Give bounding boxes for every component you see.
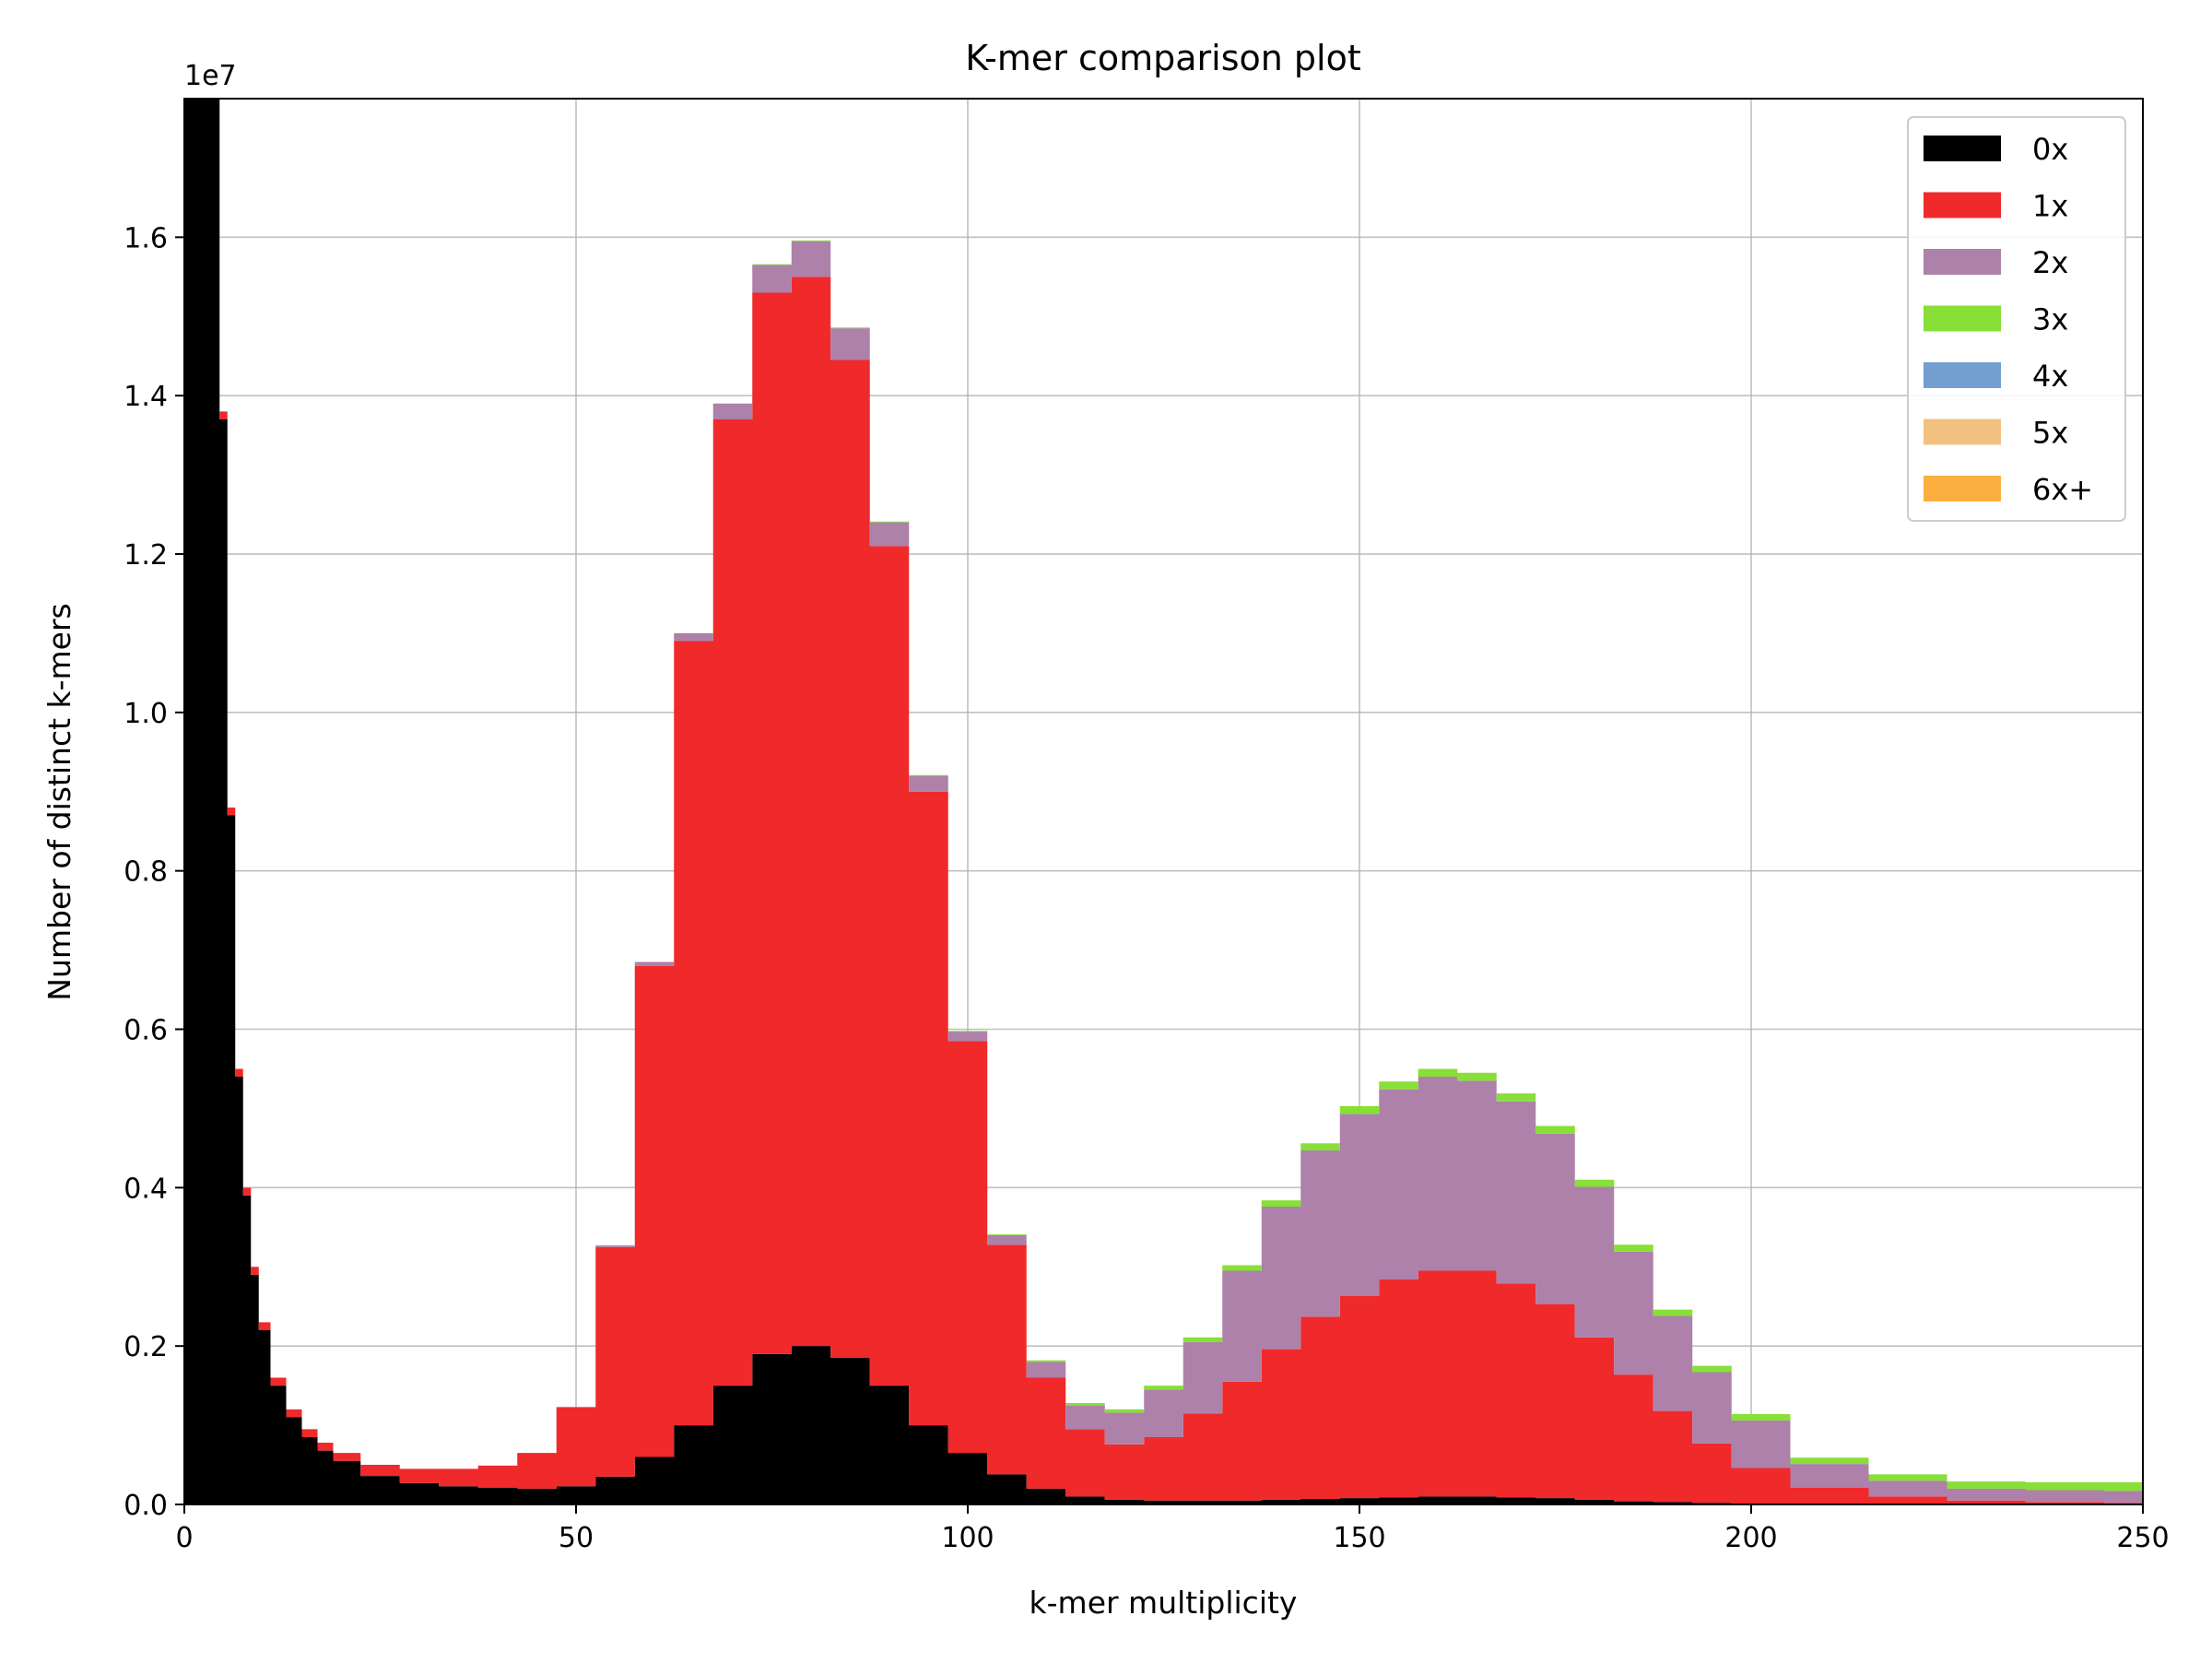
y-tick-label: 0.6 <box>124 1015 168 1047</box>
legend-label-3x: 3x <box>2032 302 2068 337</box>
chart-title: K-mer comparison plot <box>965 38 1361 78</box>
legend-label-5x: 5x <box>2032 416 2068 451</box>
y-axis: 0.0 0.2 0.4 0.6 0.8 1.0 1.2 1.4 1.6 <box>124 222 184 1522</box>
y-tick-label: 1.2 <box>124 539 168 572</box>
grid <box>184 99 2143 1504</box>
x-tick-label: 150 <box>1333 1522 1385 1554</box>
x-axis: 0 50 100 150 200 250 <box>175 1504 2170 1554</box>
x-tick-label: 250 <box>2116 1522 2169 1554</box>
x-tick-label: 0 <box>175 1522 193 1554</box>
y-tick-label: 1.6 <box>124 222 168 254</box>
x-tick-label: 200 <box>1724 1522 1777 1554</box>
y-tick-label: 1.0 <box>124 698 168 730</box>
legend-swatch-5x <box>1924 419 2001 445</box>
plot-frame <box>183 98 2144 1505</box>
y-tick-label: 0.0 <box>124 1490 168 1522</box>
legend-label-4x: 4x <box>2032 359 2068 394</box>
plot-area <box>184 99 2143 1504</box>
x-tick-label: 100 <box>941 1522 994 1554</box>
y-tick-label: 0.8 <box>124 856 168 889</box>
legend-swatch-2x <box>1924 249 2001 275</box>
legend-swatch-3x <box>1924 305 2001 332</box>
y-tick-label: 0.2 <box>124 1331 168 1363</box>
y-tick-label: 1.4 <box>124 381 168 413</box>
legend: 0x 1x 2x 3x 4x 5x 6x+ <box>1907 116 2126 522</box>
legend-swatch-0x <box>1924 136 2001 161</box>
legend-label-6xplus: 6x+ <box>2032 472 2093 507</box>
legend-swatch-6xplus <box>1924 476 2001 501</box>
legend-swatch-1x <box>1924 192 2001 218</box>
legend-swatch-4x <box>1924 362 2001 388</box>
series-area-1x <box>184 99 2143 1504</box>
y-scale-offset: 1e7 <box>184 60 237 92</box>
series-layer <box>184 99 2143 1504</box>
legend-items: 0x 1x 2x 3x 4x 5x 6x+ <box>1924 132 2093 507</box>
legend-label-2x: 2x <box>2032 245 2068 280</box>
y-tick-label: 0.4 <box>124 1173 168 1205</box>
legend-label-0x: 0x <box>2032 132 2068 167</box>
x-tick-label: 50 <box>559 1522 594 1554</box>
y-axis-label: Number of distinct k-mers <box>41 603 77 1000</box>
x-axis-label: k-mer multiplicity <box>1030 1585 1298 1621</box>
legend-label-1x: 1x <box>2032 189 2068 224</box>
